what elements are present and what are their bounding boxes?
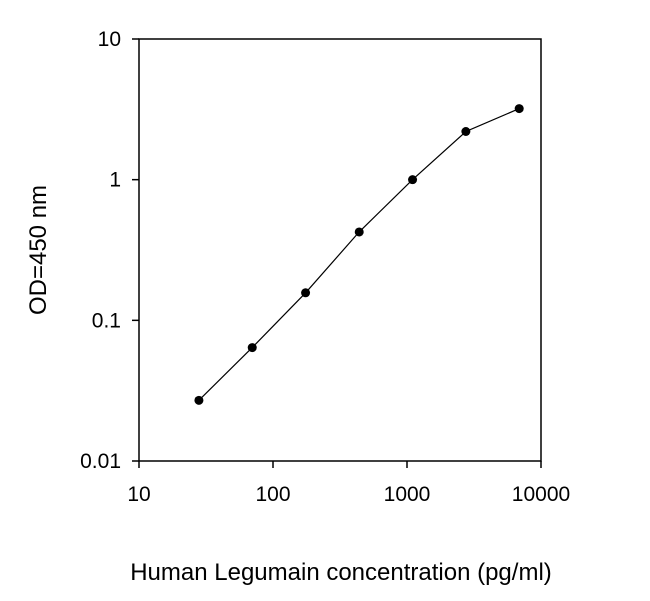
data-point <box>514 104 524 114</box>
y-tick-label: 0.1 <box>92 309 121 332</box>
x-tick-label: 100 <box>255 483 290 506</box>
x-tick-label: 10 <box>127 483 150 506</box>
y-axis-title: OD=450 nm <box>25 185 52 315</box>
x-tick-label: 10000 <box>512 483 570 506</box>
y-tick-label: 1 <box>109 169 121 192</box>
data-point <box>354 227 364 237</box>
x-axis-ticks: 10 100 1000 10000 <box>127 461 570 506</box>
data-point <box>461 126 471 136</box>
series-line <box>198 108 520 401</box>
data-point <box>247 343 257 353</box>
y-tick-label: 10 <box>98 28 121 51</box>
x-axis-title: Human Legumain concentration (pg/ml) <box>130 559 552 586</box>
x-tick-label: 1000 <box>384 483 431 506</box>
y-axis-ticks: 0.01 0.1 1 10 <box>80 28 139 473</box>
plot-area <box>138 38 542 462</box>
data-points <box>194 104 524 405</box>
data-point <box>408 175 418 185</box>
y-tick-label: 0.01 <box>80 450 121 473</box>
data-point <box>194 395 204 405</box>
data-point <box>301 288 311 298</box>
